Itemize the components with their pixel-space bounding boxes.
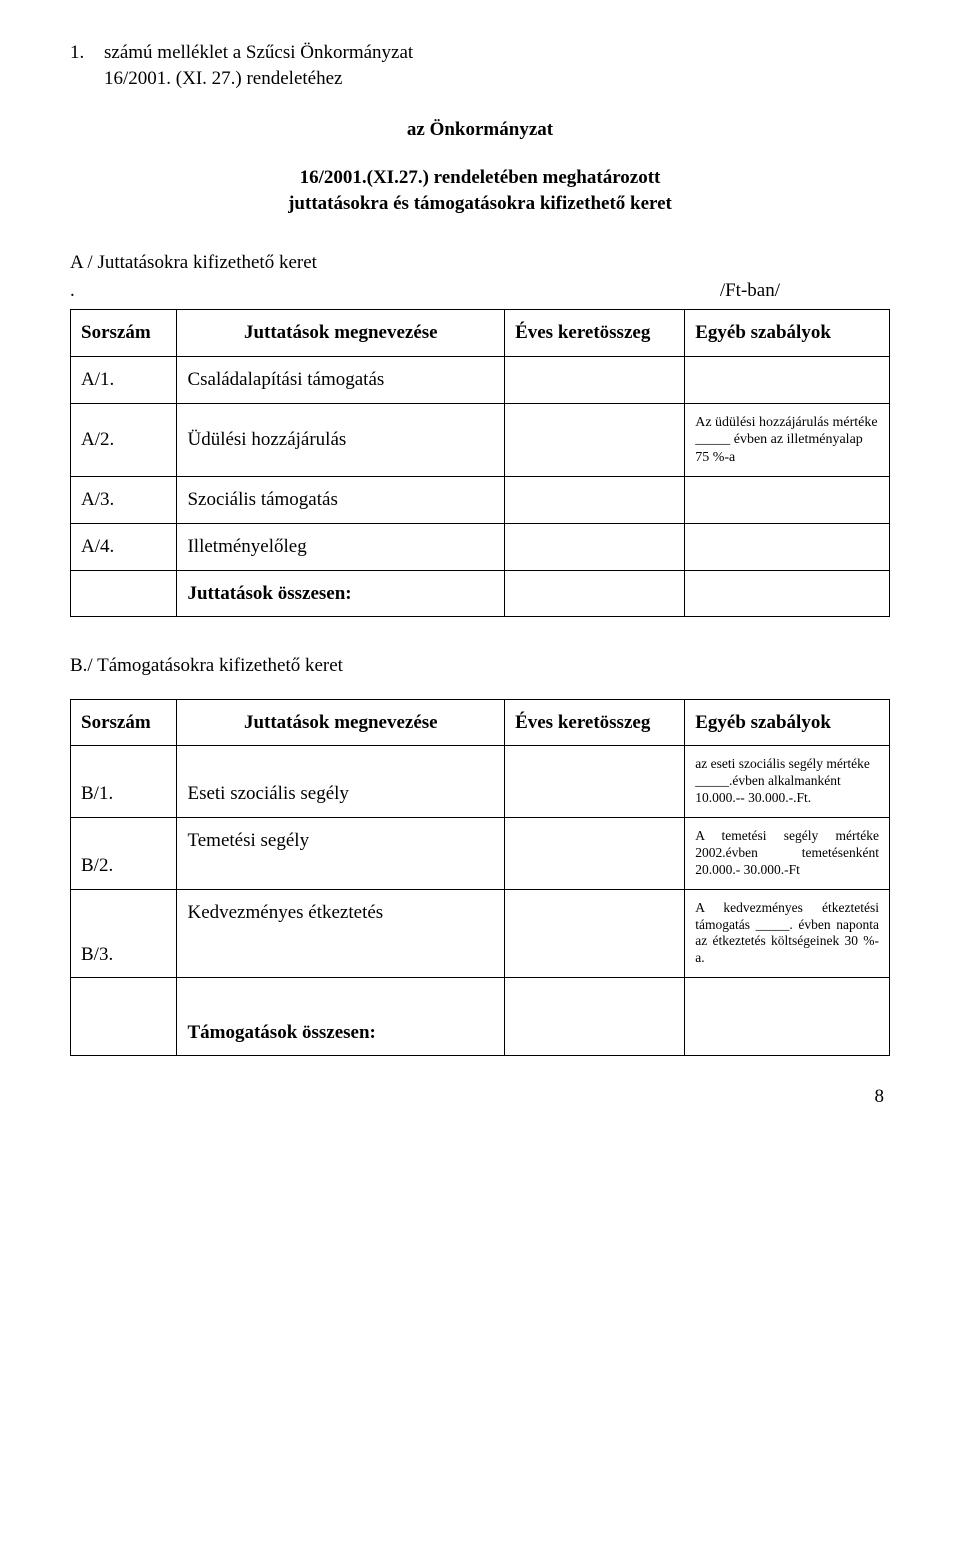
col-header-sorszam: Sorszám [71, 310, 177, 357]
table-row: B/1. Eseti szociális segély az eseti szo… [71, 746, 890, 818]
table-row: B/2. Temetési segély A temetési segély m… [71, 818, 890, 890]
table-b: Sorszám Juttatások megnevezése Éves kere… [70, 699, 890, 1056]
page-number: 8 [70, 1084, 890, 1110]
table-row: B/3. Kedvezményes étkeztetés A kedvezmén… [71, 889, 890, 978]
cell-egyeb [685, 570, 890, 617]
cell-sor: B/2. [71, 818, 177, 890]
cell-sor [71, 570, 177, 617]
cell-eves [505, 889, 685, 978]
cell-meg: Üdülési hozzájárulás [177, 403, 505, 477]
header-line1: számú melléklet a Szűcsi Önkormányzat [104, 40, 413, 66]
table-row: A/2. Üdülési hozzájárulás Az üdülési hoz… [71, 403, 890, 477]
cell-meg: Eseti szociális segély [177, 746, 505, 818]
table-row: A/4. Illetményelőleg [71, 523, 890, 570]
col-header-egyeb: Egyéb szabályok [685, 310, 890, 357]
cell-egyeb [685, 357, 890, 404]
cell-egyeb [685, 477, 890, 524]
cell-egyeb: A kedvezményes étkeztetési támogatás ___… [685, 889, 890, 978]
cell-eves [505, 477, 685, 524]
table-row: A/1. Családalapítási támogatás [71, 357, 890, 404]
header-line2: 16/2001. (XI. 27.) rendeletéhez [70, 66, 890, 92]
cell-sor: B/1. [71, 746, 177, 818]
col-header-eves: Éves keretösszeg [505, 699, 685, 746]
cell-egyeb: az eseti szociális segély mértéke _____.… [685, 746, 890, 818]
cell-eves [505, 746, 685, 818]
cell-sor: B/3. [71, 889, 177, 978]
cell-egyeb [685, 978, 890, 1056]
cell-eves [505, 818, 685, 890]
cell-meg: Kedvezményes étkeztetés [177, 889, 505, 978]
header-num: 1. [70, 40, 104, 66]
cell-meg: Szociális támogatás [177, 477, 505, 524]
ft-ban-label: /Ft-ban/ [70, 278, 890, 304]
table-row: Támogatások összesen: [71, 978, 890, 1056]
section-a-dot: . [70, 278, 75, 304]
cell-sor: A/1. [71, 357, 177, 404]
cell-meg: Illetményelőleg [177, 523, 505, 570]
cell-meg: Temetési segély [177, 818, 505, 890]
table-a: Sorszám Juttatások megnevezése Éves kere… [70, 309, 890, 617]
cell-eves [505, 523, 685, 570]
cell-eves [505, 357, 685, 404]
cell-sor: A/2. [71, 403, 177, 477]
table-row: Juttatások összesen: [71, 570, 890, 617]
table-row: Sorszám Juttatások megnevezése Éves kere… [71, 310, 890, 357]
cell-egyeb: Az üdülési hozzájárulás mértéke _____ év… [685, 403, 890, 477]
cell-eves [505, 403, 685, 477]
col-header-sorszam: Sorszám [71, 699, 177, 746]
section-a-title: A / Juttatásokra kifizethető keret [70, 250, 890, 276]
cell-total: Támogatások összesen: [177, 978, 505, 1056]
header-sub2: 16/2001.(XI.27.) rendeletében meghatároz… [300, 167, 661, 188]
cell-meg: Családalapítási támogatás [177, 357, 505, 404]
table-row: A/3. Szociális támogatás [71, 477, 890, 524]
cell-total: Juttatások összesen: [177, 570, 505, 617]
header-sub3: juttatásokra és támogatásokra kifizethet… [288, 193, 672, 214]
col-header-megnevezes: Juttatások megnevezése [177, 310, 505, 357]
cell-egyeb [685, 523, 890, 570]
header-sub1: az Önkormányzat [70, 117, 890, 143]
col-header-eves: Éves keretösszeg [505, 310, 685, 357]
cell-sor: A/4. [71, 523, 177, 570]
cell-eves [505, 978, 685, 1056]
col-header-megnevezes: Juttatások megnevezése [177, 699, 505, 746]
cell-egyeb: A temetési segély mértéke 2002.évben tem… [685, 818, 890, 890]
cell-eves [505, 570, 685, 617]
cell-sor [71, 978, 177, 1056]
cell-sor: A/3. [71, 477, 177, 524]
section-b-title: B./ Támogatásokra kifizethető keret [70, 653, 890, 679]
table-row: Sorszám Juttatások megnevezése Éves kere… [71, 699, 890, 746]
col-header-egyeb: Egyéb szabályok [685, 699, 890, 746]
header-block: 1. számú melléklet a Szűcsi Önkormányzat… [70, 40, 890, 91]
